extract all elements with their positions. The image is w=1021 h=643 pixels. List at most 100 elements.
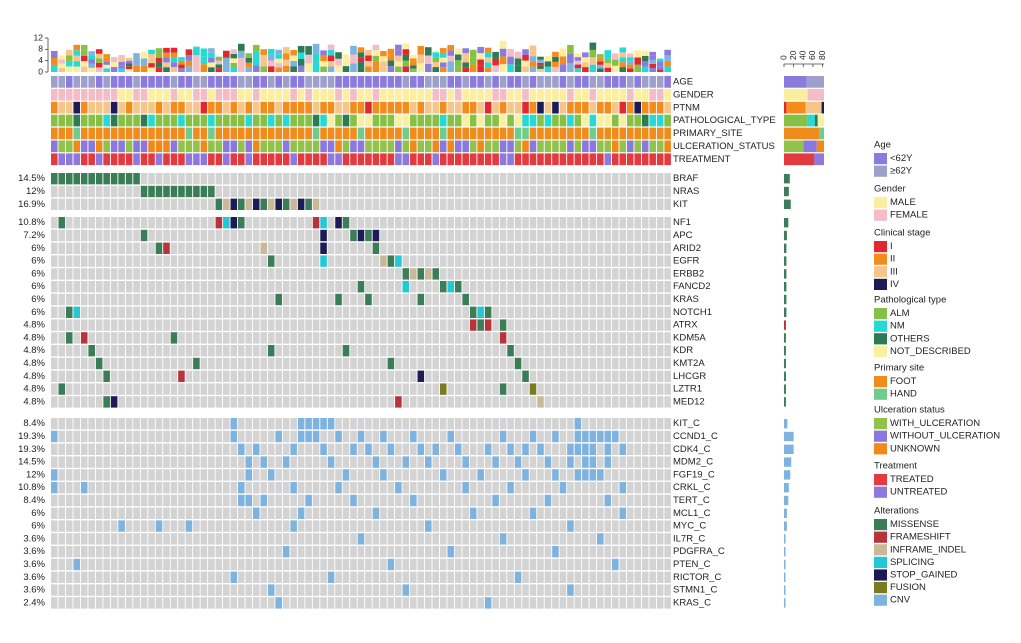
- annotation-cell: [529, 153, 537, 166]
- background-cell: [634, 430, 642, 443]
- alteration-cell: [335, 217, 342, 229]
- background-cell: [140, 217, 148, 229]
- background-cell: [395, 383, 402, 395]
- background-cell: [567, 383, 574, 395]
- alteration-cell: [282, 456, 290, 468]
- background-cell: [417, 306, 425, 318]
- background-cell: [492, 229, 499, 242]
- background-cell: [230, 370, 238, 382]
- background-cell: [357, 268, 365, 280]
- background-cell: [664, 571, 671, 583]
- background-cell: [230, 185, 238, 198]
- background-cell: [327, 494, 335, 507]
- background-cell: [223, 319, 230, 331]
- annotation-cell: [327, 76, 335, 88]
- background-cell: [604, 332, 612, 344]
- annotation-cell: [58, 140, 66, 153]
- background-cell: [507, 185, 514, 198]
- background-cell: [656, 558, 664, 571]
- alteration-cell: [267, 198, 275, 210]
- background-cell: [170, 293, 178, 306]
- background-cell: [514, 319, 522, 331]
- background-cell: [103, 217, 110, 229]
- background-cell: [544, 507, 552, 519]
- annotation-cell: [604, 153, 612, 166]
- background-cell: [387, 533, 395, 545]
- annotation-cell: [335, 114, 342, 127]
- annotation-cell: [641, 101, 649, 114]
- legend-item-label: II: [890, 254, 895, 265]
- alteration-cell: [312, 198, 320, 210]
- background-cell: [208, 533, 215, 545]
- background-cell: [365, 173, 372, 185]
- annotation-cell: [589, 153, 597, 166]
- top-bar-segment: [552, 66, 559, 72]
- gene-frequency-bar: [784, 243, 787, 253]
- background-cell: [342, 383, 350, 395]
- alteration-cell: [140, 229, 148, 242]
- background-cell: [51, 229, 58, 242]
- background-cell: [597, 546, 604, 558]
- annotation-cell: [552, 114, 559, 127]
- background-cell: [604, 546, 612, 558]
- background-cell: [51, 571, 58, 583]
- background-cell: [178, 494, 185, 507]
- background-cell: [544, 242, 552, 254]
- top-bar-segment: [499, 48, 507, 57]
- background-cell: [574, 520, 582, 532]
- background-cell: [88, 332, 95, 344]
- background-cell: [320, 293, 327, 306]
- background-cell: [552, 383, 559, 395]
- background-cell: [110, 507, 118, 519]
- annotation-cell: [103, 114, 110, 127]
- background-cell: [589, 494, 597, 507]
- top-bar-segment: [656, 66, 664, 70]
- background-cell: [537, 533, 544, 545]
- annotation-cell: [514, 114, 522, 127]
- background-cell: [454, 357, 462, 370]
- top-bar-segment: [462, 67, 469, 72]
- background-cell: [320, 494, 327, 507]
- background-cell: [544, 533, 552, 545]
- alteration-cell: [320, 418, 327, 430]
- alteration-cell: [290, 520, 297, 532]
- annotation-cell: [492, 114, 499, 127]
- legend-item-label: I: [890, 241, 893, 252]
- annotation-cell: [656, 88, 664, 101]
- background-cell: [245, 507, 253, 519]
- alteration-cell: [499, 533, 507, 545]
- background-cell: [380, 482, 387, 494]
- background-cell: [312, 242, 320, 254]
- top-bar-segment: [230, 67, 238, 72]
- top-bar-segment: [118, 55, 125, 59]
- top-bar-segment: [223, 50, 230, 58]
- annotation-cell: [335, 153, 342, 166]
- annotation-cell: [604, 101, 612, 114]
- background-cell: [425, 173, 432, 185]
- background-cell: [656, 255, 664, 267]
- alteration-cell: [73, 558, 81, 571]
- background-cell: [357, 370, 365, 382]
- background-cell: [462, 571, 469, 583]
- background-cell: [469, 293, 477, 306]
- top-bar-segment: [559, 48, 567, 57]
- background-cell: [267, 430, 275, 443]
- alteration-cell: [604, 430, 612, 443]
- alteration-cell: [148, 185, 155, 198]
- background-cell: [656, 443, 664, 455]
- background-cell: [589, 571, 597, 583]
- background-cell: [148, 469, 155, 481]
- background-cell: [110, 217, 118, 229]
- background-cell: [245, 345, 253, 357]
- background-cell: [634, 482, 642, 494]
- background-cell: [170, 217, 178, 229]
- background-cell: [73, 469, 81, 481]
- background-cell: [492, 507, 499, 519]
- background-cell: [395, 456, 402, 468]
- top-bar-segment: [484, 62, 492, 68]
- background-cell: [80, 494, 88, 507]
- background-cell: [133, 520, 140, 532]
- top-bar-segment: [350, 54, 357, 64]
- background-cell: [193, 281, 200, 293]
- background-cell: [469, 520, 477, 532]
